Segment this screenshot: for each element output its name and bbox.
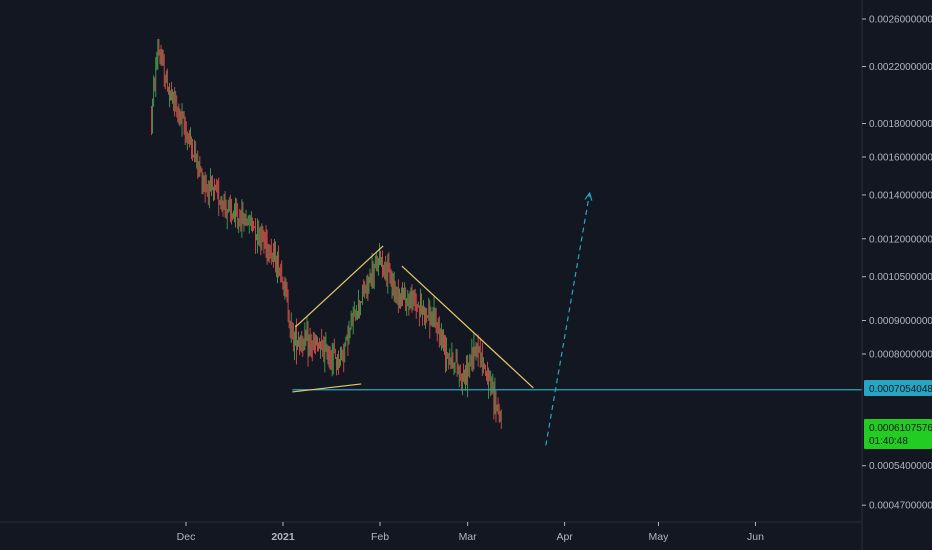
- price-tick-label: 0.0022000000: [869, 62, 932, 73]
- time-tick-label: Mar: [459, 531, 478, 543]
- time-tick-label: Jun: [747, 531, 764, 543]
- triangle-trend-line[interactable]: [401, 265, 534, 389]
- countdown-text: 01:40:48: [869, 436, 908, 447]
- price-tick-label: 0.0009000000: [869, 316, 932, 327]
- price-tick-label: 0.0016000000: [869, 152, 932, 163]
- price-tick-label: 0.0012000000: [869, 234, 932, 245]
- level-price-badge: 0.0007054048: [864, 380, 932, 396]
- projection-arrow-head: [584, 191, 593, 201]
- projection-arrow-line[interactable]: [545, 192, 591, 446]
- level-badge-bg: [864, 380, 932, 396]
- time-tick-label: May: [649, 531, 670, 543]
- time-axis[interactable]: Dec 2021 Feb Mar Apr May Jun: [177, 522, 764, 543]
- last-price-badge: 0.0006107576 01:40:48: [864, 419, 932, 449]
- drawings-layer: [292, 191, 862, 446]
- price-tick-label: 0.0010500000: [869, 272, 932, 283]
- time-tick-label: Dec: [177, 531, 196, 543]
- triangle-trend-line[interactable]: [292, 383, 362, 393]
- price-tick-label: 0.0018000000: [869, 119, 932, 130]
- last-price-badge-bg: [864, 419, 932, 449]
- last-price-text: 0.0006107576: [869, 423, 932, 434]
- price-axis[interactable]: 0.0026000000 0.0022000000 0.0018000000 0.00…: [862, 15, 932, 512]
- candles-layer: [151, 38, 502, 429]
- price-tick-label: 0.0004700000: [869, 501, 932, 512]
- time-tick-label: 2021: [271, 531, 295, 543]
- price-tick-label: 0.0008000000: [869, 350, 932, 361]
- level-badge-text: 0.0007054048: [869, 384, 932, 395]
- price-tick-label: 0.0005400000: [869, 461, 932, 472]
- triangle-trend-line[interactable]: [295, 245, 384, 328]
- time-tick-label: Apr: [556, 531, 573, 543]
- time-tick-label: Feb: [371, 531, 389, 543]
- price-tick-label: 0.0026000000: [869, 15, 932, 26]
- price-tick-label: 0.0014000000: [869, 190, 932, 201]
